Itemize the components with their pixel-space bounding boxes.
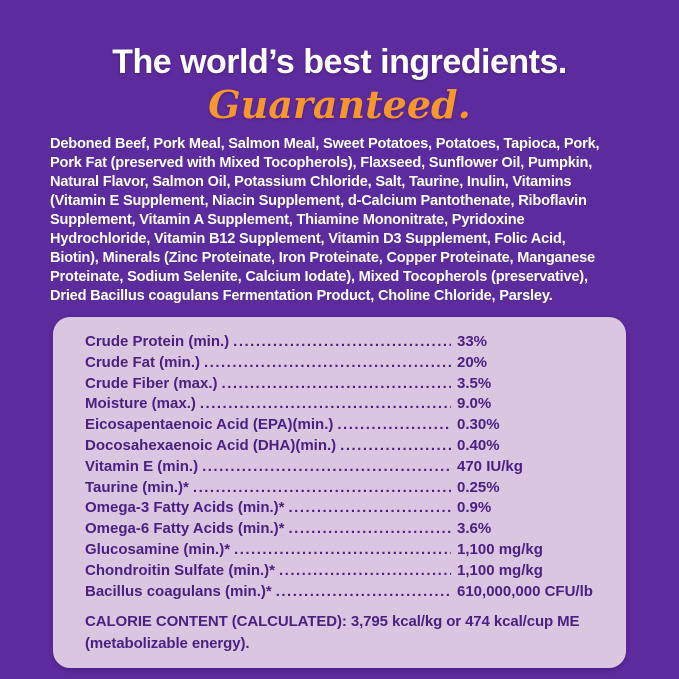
dot-leader [233, 332, 451, 353]
analysis-row-chondroitin: Chondroitin Sulfate (min.)* 1,100 mg/kg [85, 561, 602, 582]
analysis-row-omega6: Omega-6 Fatty Acids (min.)* 3.6% [85, 519, 602, 540]
dot-leader [279, 561, 451, 582]
analysis-row-crude-protein: Crude Protein (min.) 33% [85, 332, 602, 353]
row-label: Chondroitin Sulfate (min.)* [85, 561, 275, 579]
row-value: 610,000,000 CFU/lb [457, 582, 593, 600]
dot-leader [288, 498, 451, 519]
analysis-row-omega3: Omega-3 Fatty Acids (min.)* 0.9% [85, 498, 602, 519]
analysis-row-bacillus: Bacillus coagulans (min.)* 610,000,000 C… [85, 582, 602, 603]
dot-leader [193, 478, 451, 499]
guaranteed-script-text: Guaranteed. [208, 82, 471, 127]
analysis-row-moisture: Moisture (max.) 9.0% [85, 394, 602, 415]
calorie-content: CALORIE CONTENT (CALCULATED): 3,795 kcal… [85, 611, 602, 655]
dot-leader [204, 353, 451, 374]
headline: The world’s best ingredients. [112, 43, 567, 81]
row-value: 0.25% [457, 478, 500, 496]
row-value: 0.9% [457, 499, 492, 517]
row-label: Vitamin E (min.) [85, 457, 199, 475]
analysis-row-glucosamine: Glucosamine (min.)* 1,100 mg/kg [85, 540, 602, 561]
dot-leader [337, 415, 451, 436]
dot-leader [222, 374, 451, 395]
row-value: 3.5% [457, 374, 492, 392]
row-label: Docosahexaenoic Acid (DHA)(min.) [85, 436, 337, 454]
dot-leader [202, 457, 451, 478]
row-value: 20% [457, 353, 488, 371]
analysis-row-dha: Docosahexaenoic Acid (DHA)(min.) 0.40% [85, 436, 602, 457]
row-value: 470 IU/kg [457, 457, 523, 475]
dot-leader [288, 519, 451, 540]
row-label: Omega-3 Fatty Acids (min.)* [85, 499, 285, 517]
row-label: Moisture (max.) [85, 395, 196, 413]
row-label: Crude Fat (min.) [85, 353, 200, 371]
ingredients-paragraph: Deboned Beef, Pork Meal, Salmon Meal, Sw… [50, 136, 600, 304]
row-value: 9.0% [457, 395, 492, 413]
row-label: Crude Protein (min.) [85, 333, 230, 350]
row-label: Crude Fiber (max.) [85, 374, 218, 392]
analysis-row-epa: Eicosapentaenoic Acid (EPA)(min.) 0.30% [85, 415, 602, 436]
row-label: Omega-6 Fatty Acids (min.)* [85, 520, 285, 538]
calorie-line-2: (metabolizable energy). [85, 635, 250, 653]
row-value: 1,100 mg/kg [457, 561, 543, 579]
row-label: Eicosapentaenoic Acid (EPA)(min.) [85, 416, 334, 434]
row-value: 1,100 mg/kg [457, 540, 543, 558]
row-label: Taurine (min.)* [85, 478, 189, 496]
row-label: Bacillus coagulans (min.)* [85, 582, 272, 600]
calorie-line-1: CALORIE CONTENT (CALCULATED): 3,795 kcal… [85, 613, 580, 631]
dot-leader [234, 540, 451, 561]
dot-leader [200, 394, 451, 415]
row-label: Glucosamine (min.)* [85, 540, 231, 558]
guaranteed-analysis-panel: Crude Protein (min.) 33% Crude Fat (min.… [53, 317, 626, 669]
analysis-row-vitamin-e: Vitamin E (min.) 470 IU/kg [85, 457, 602, 478]
row-value: 0.40% [457, 436, 500, 454]
dot-leader [340, 436, 451, 457]
row-value: 33% [457, 333, 488, 350]
analysis-row-crude-fat: Crude Fat (min.) 20% [85, 353, 602, 374]
analysis-row-taurine: Taurine (min.)* 0.25% [85, 478, 602, 499]
dot-leader [276, 582, 451, 603]
row-value: 0.30% [457, 416, 500, 434]
row-value: 3.6% [457, 520, 492, 538]
analysis-row-crude-fiber: Crude Fiber (max.) 3.5% [85, 374, 602, 395]
